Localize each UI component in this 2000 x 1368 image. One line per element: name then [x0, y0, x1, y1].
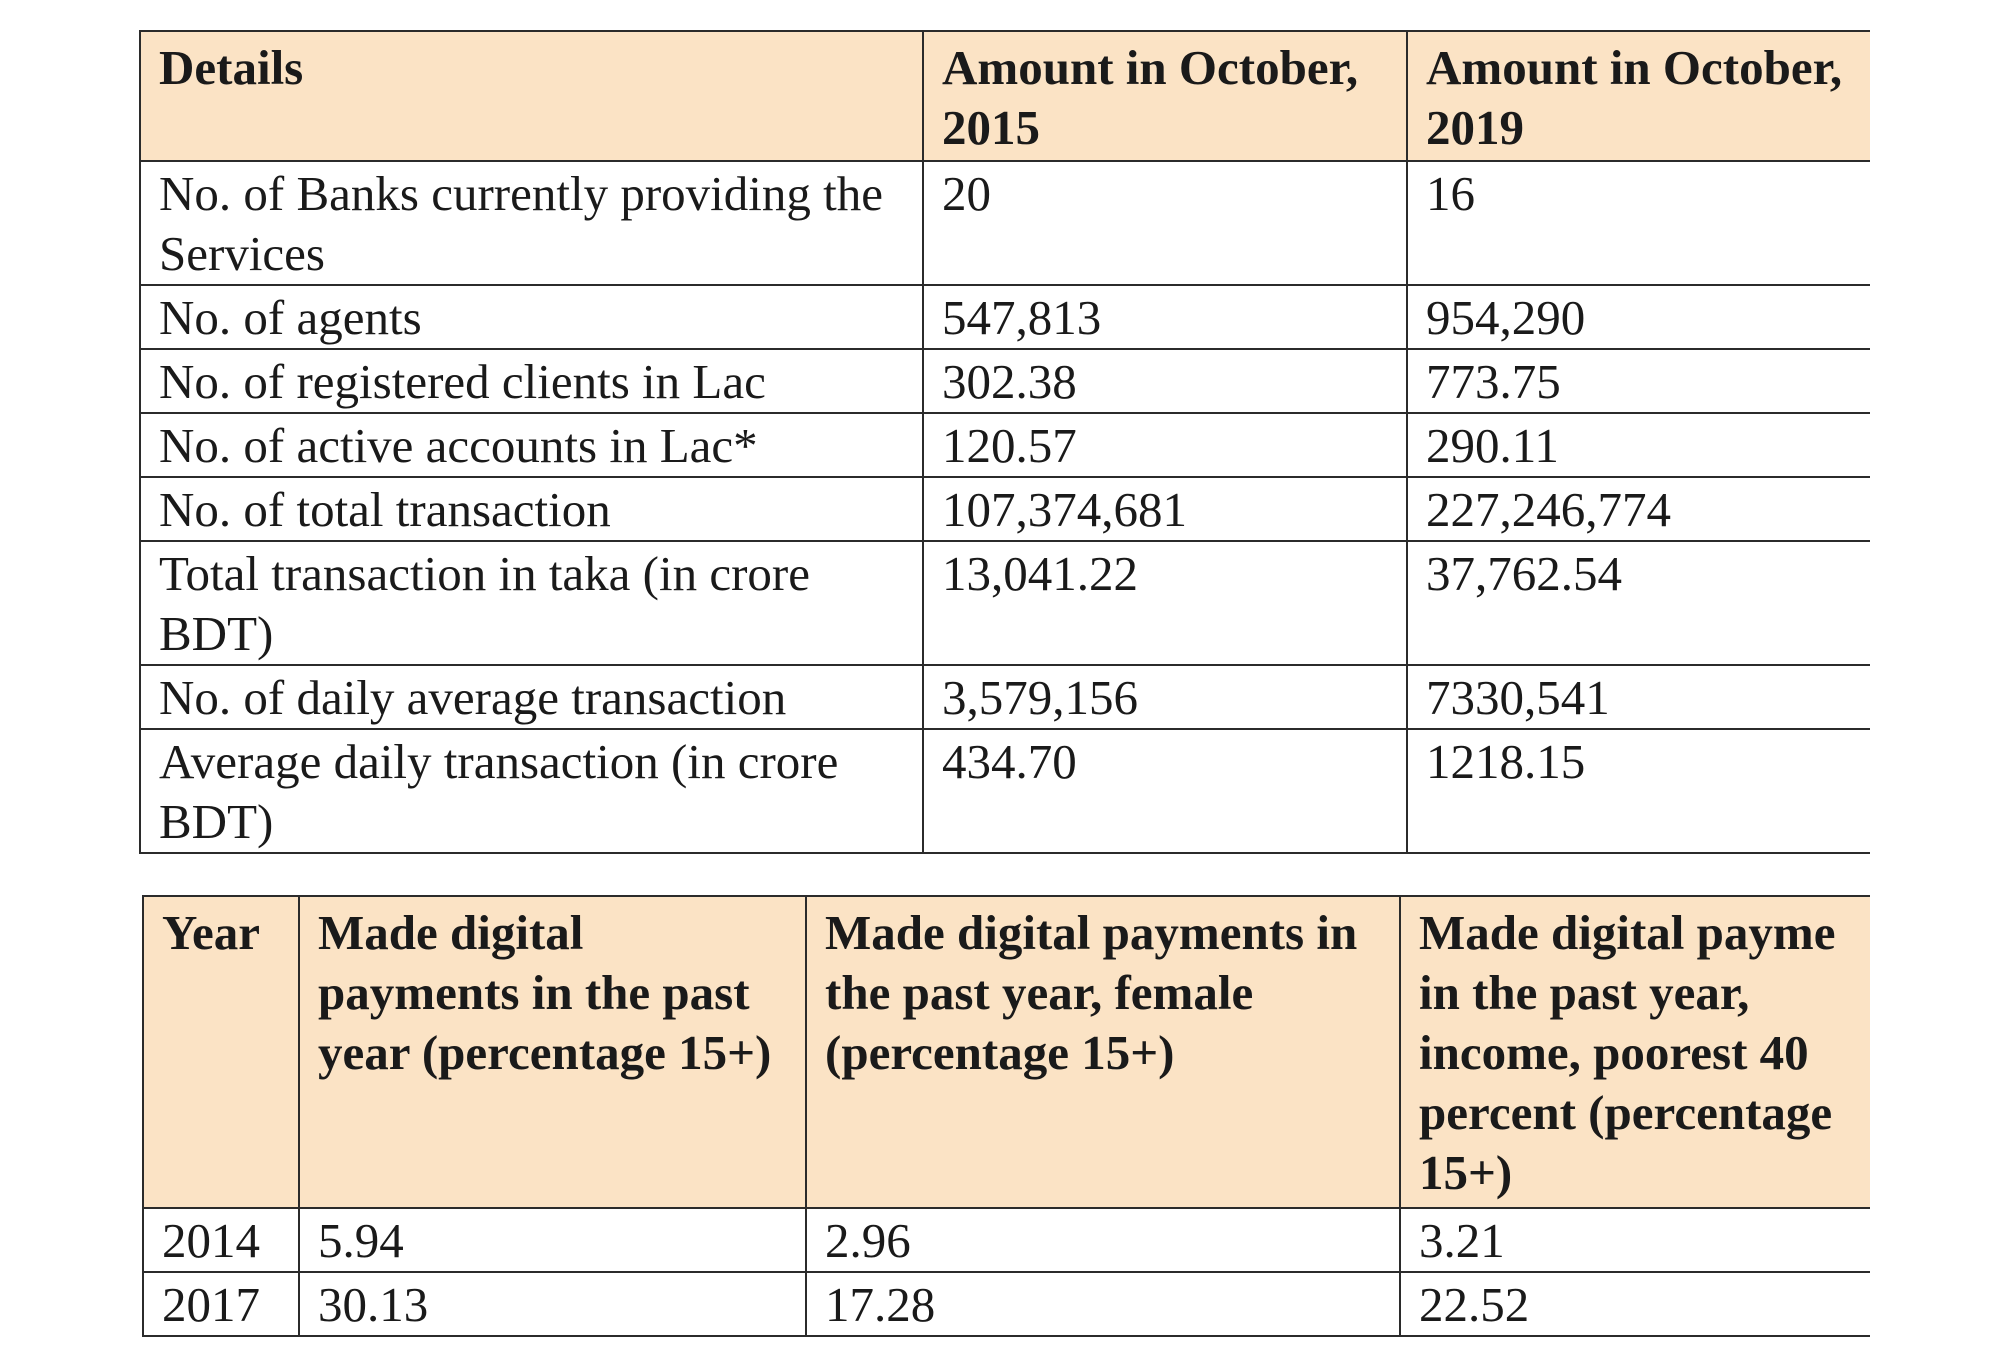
value-2015: 547,813: [922, 284, 1408, 350]
row-label: Total transaction in taka (in crore BDT): [139, 540, 924, 666]
table-row: 2014 5.94 2.96 3.21: [142, 1207, 1870, 1273]
table-row: No. of agents 547,813 954,290: [139, 284, 1870, 350]
value-poorest-40: 3.21: [1399, 1207, 1870, 1273]
row-label: No. of agents: [139, 284, 924, 350]
mobile-banking-table: Details Amount in October, 2015 Amount i…: [139, 30, 1870, 854]
value-2019: 227,246,774: [1406, 476, 1870, 542]
table-header-row: Details Amount in October, 2015 Amount i…: [139, 30, 1870, 162]
row-label: No. of active accounts in Lac*: [139, 412, 924, 478]
header-digital-payments-poorest-40: Made digital payme in the past year, inc…: [1399, 895, 1870, 1209]
value-2019: 37,762.54: [1406, 540, 1870, 666]
value-2019: 290.11: [1406, 412, 1870, 478]
digital-payments-table: Year Made digital payments in the past y…: [142, 895, 1870, 1337]
value-2015: 3,579,156: [922, 664, 1408, 730]
value-2019: 773.75: [1406, 348, 1870, 414]
value-female: 17.28: [805, 1271, 1401, 1337]
value-2015: 434.70: [922, 728, 1408, 854]
header-year: Year: [142, 895, 300, 1209]
header-digital-payments: Made digital payments in the past year (…: [298, 895, 807, 1209]
table-row: No. of Banks currently providing the Ser…: [139, 160, 1870, 286]
value-2015: 302.38: [922, 348, 1408, 414]
value-2015: 20: [922, 160, 1408, 286]
row-label: No. of total transaction: [139, 476, 924, 542]
value-poorest-40: 22.52: [1399, 1271, 1870, 1337]
value-2019: 7330,541: [1406, 664, 1870, 730]
table-row: Average daily transaction (in crore BDT)…: [139, 728, 1870, 854]
row-label: No. of daily average transaction: [139, 664, 924, 730]
table-row: No. of registered clients in Lac 302.38 …: [139, 348, 1870, 414]
value-female: 2.96: [805, 1207, 1401, 1273]
value-2015: 13,041.22: [922, 540, 1408, 666]
value-all: 30.13: [298, 1271, 807, 1337]
value-2019: 16: [1406, 160, 1870, 286]
value-2015: 120.57: [922, 412, 1408, 478]
row-label: No. of Banks currently providing the Ser…: [139, 160, 924, 286]
value-2019: 1218.15: [1406, 728, 1870, 854]
table-row: Total transaction in taka (in crore BDT)…: [139, 540, 1870, 666]
row-label: Average daily transaction (in crore BDT): [139, 728, 924, 854]
value-all: 5.94: [298, 1207, 807, 1273]
header-amount-2015: Amount in October, 2015: [922, 30, 1408, 162]
year-cell: 2017: [142, 1271, 300, 1337]
value-2015: 107,374,681: [922, 476, 1408, 542]
table-row: No. of active accounts in Lac* 120.57 29…: [139, 412, 1870, 478]
table-row: No. of total transaction 107,374,681 227…: [139, 476, 1870, 542]
value-2019: 954,290: [1406, 284, 1870, 350]
table-row: No. of daily average transaction 3,579,1…: [139, 664, 1870, 730]
header-amount-2019: Amount in October, 2019: [1406, 30, 1870, 162]
header-digital-payments-female: Made digital payments in the past year, …: [805, 895, 1401, 1209]
row-label: No. of registered clients in Lac: [139, 348, 924, 414]
table-row: 2017 30.13 17.28 22.52: [142, 1271, 1870, 1337]
year-cell: 2014: [142, 1207, 300, 1273]
header-details: Details: [139, 30, 924, 162]
table-header-row: Year Made digital payments in the past y…: [142, 895, 1870, 1209]
